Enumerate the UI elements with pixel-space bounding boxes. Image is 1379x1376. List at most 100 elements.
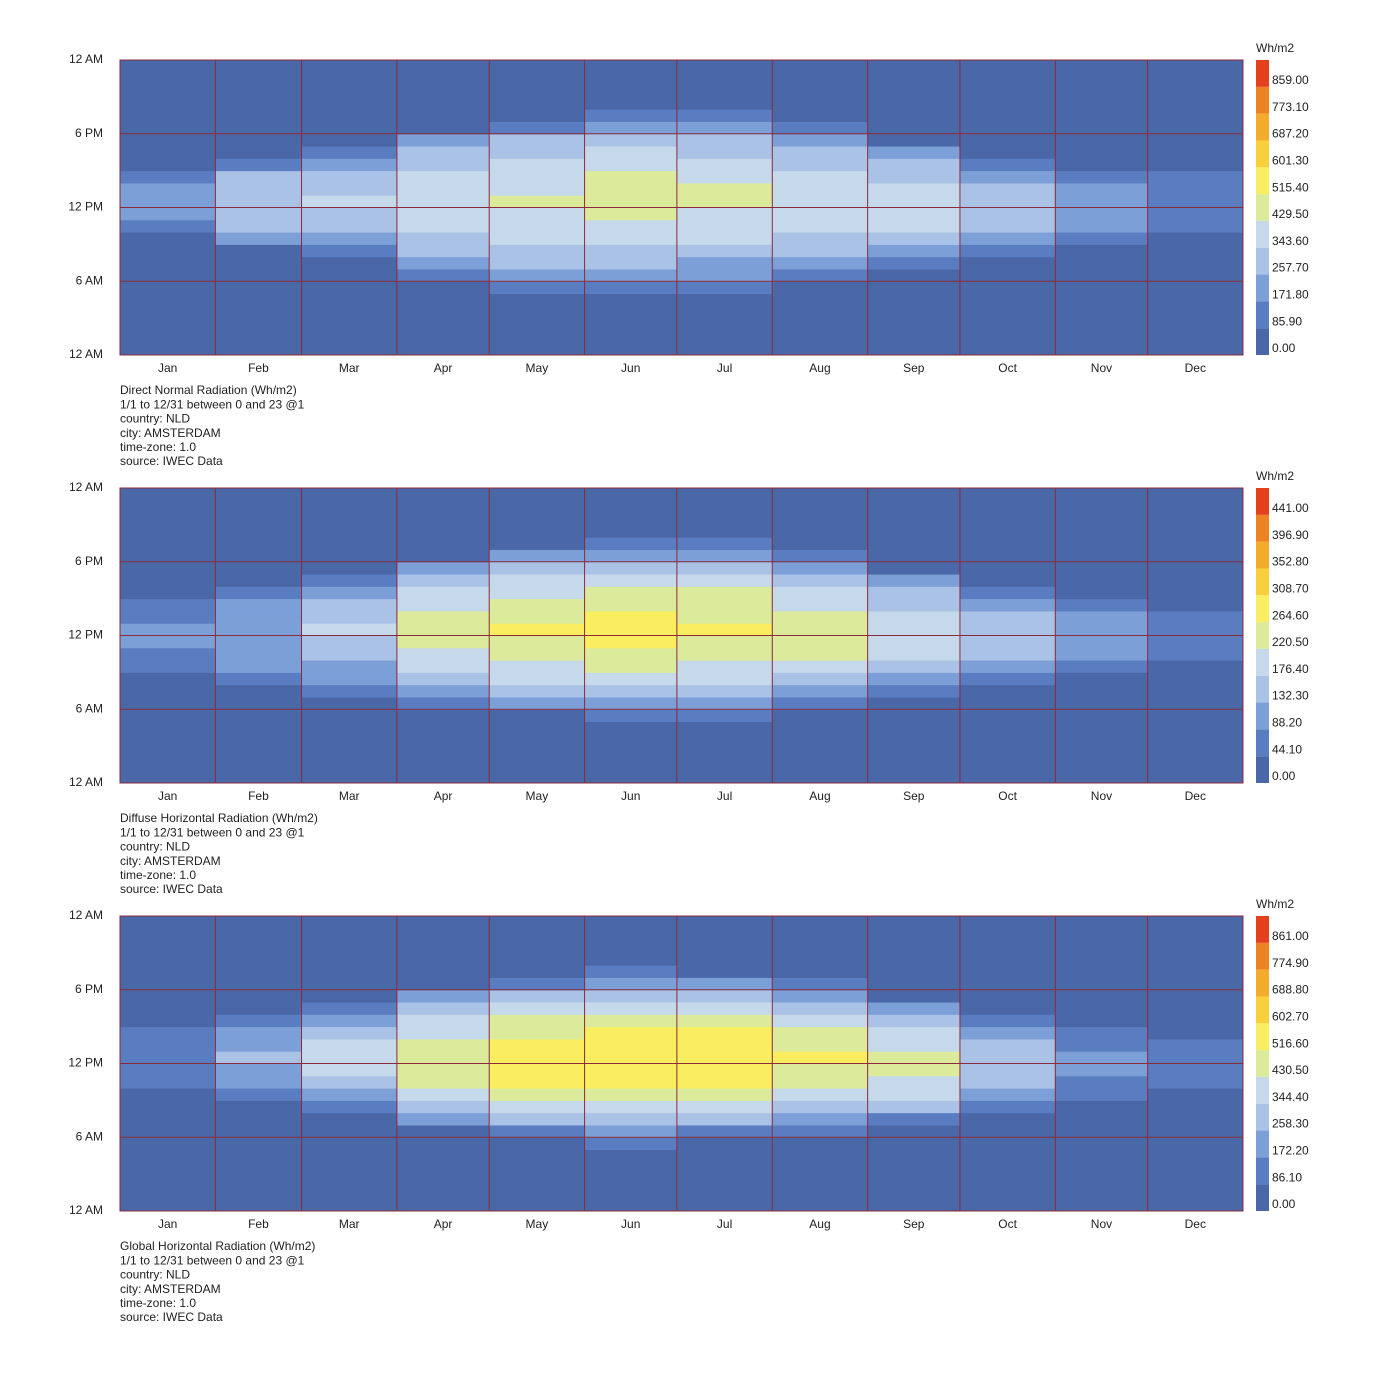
heat-cell xyxy=(215,940,303,954)
heat-cell xyxy=(301,965,398,978)
heat-cell xyxy=(215,488,303,501)
heat-cell xyxy=(867,989,961,1003)
heat-cell xyxy=(215,1124,303,1138)
colorbar-tick-label: 441.00 xyxy=(1272,501,1309,515)
heat-cell xyxy=(396,1014,490,1028)
heat-cell xyxy=(959,598,1056,612)
heat-cell xyxy=(301,342,398,356)
heat-cell xyxy=(584,342,678,356)
heat-cell xyxy=(1055,1174,1149,1187)
heat-cell xyxy=(120,758,216,772)
heat-cell xyxy=(215,610,303,624)
heat-cell xyxy=(676,1075,773,1089)
heat-cell xyxy=(1055,500,1149,514)
heat-cell xyxy=(120,158,216,172)
heat-cell xyxy=(584,1174,678,1187)
heat-cell xyxy=(301,549,398,563)
heat-cell xyxy=(489,610,586,624)
heat-cell xyxy=(1147,635,1244,649)
heat-cell xyxy=(676,770,773,784)
heat-cell xyxy=(584,916,678,929)
heat-cell xyxy=(1055,158,1149,172)
heat-cell xyxy=(301,1198,398,1212)
heat-cell xyxy=(676,758,773,772)
heat-cell xyxy=(396,1002,490,1015)
heat-cell xyxy=(396,146,490,159)
heat-cell xyxy=(676,84,773,98)
heat-cell xyxy=(301,72,398,86)
x-tick-label: Feb xyxy=(248,789,269,803)
heat-cell xyxy=(215,635,303,649)
heat-cell xyxy=(676,709,773,723)
heat-cell xyxy=(676,72,773,86)
caption-line: source: IWEC Data xyxy=(120,882,223,896)
heat-cell xyxy=(1147,72,1244,86)
heat-cell xyxy=(120,1137,216,1151)
heat-cell xyxy=(1147,207,1244,221)
heat-cell xyxy=(1055,940,1149,954)
heat-cell xyxy=(676,940,773,954)
heat-cell xyxy=(489,635,586,649)
heat-cell xyxy=(584,244,678,258)
heat-cell xyxy=(959,256,1056,270)
heat-cell xyxy=(1055,684,1149,698)
y-tick-label: 12 AM xyxy=(69,775,103,789)
y-tick-label: 6 AM xyxy=(76,273,103,287)
heat-cell xyxy=(215,500,303,514)
heat-cell xyxy=(584,256,678,270)
heat-cell xyxy=(396,916,490,929)
heat-cell xyxy=(772,635,869,649)
heat-cell xyxy=(120,182,216,196)
heat-cell xyxy=(489,758,586,772)
heat-cell xyxy=(396,709,490,723)
heat-cell xyxy=(959,268,1056,282)
heat-cell xyxy=(867,1100,961,1114)
colorbar-tick-label: 132.30 xyxy=(1272,689,1309,703)
heat-cell xyxy=(1147,500,1244,514)
heat-cell xyxy=(867,1002,961,1015)
heat-cell xyxy=(396,549,490,563)
heat-cell xyxy=(584,696,678,710)
heat-cell xyxy=(1055,84,1149,98)
heat-cell xyxy=(867,916,961,929)
heat-cell xyxy=(676,1124,773,1138)
caption-line: source: IWEC Data xyxy=(120,1310,223,1324)
heat-cell xyxy=(396,500,490,514)
heat-cell xyxy=(772,195,869,208)
heat-cell xyxy=(301,940,398,954)
heat-cell xyxy=(120,709,216,723)
y-tick-label: 6 AM xyxy=(76,701,103,715)
heat-cell xyxy=(584,709,678,723)
heat-cell xyxy=(1147,1149,1244,1163)
heat-cell xyxy=(301,195,398,208)
y-tick-label: 12 AM xyxy=(69,347,103,361)
heat-cell xyxy=(584,72,678,86)
heat-cell xyxy=(959,672,1056,686)
x-tick-label: Nov xyxy=(1091,1217,1112,1231)
heat-cell xyxy=(584,1149,678,1163)
heat-cell xyxy=(1147,96,1244,110)
heat-cell xyxy=(1055,672,1149,686)
heat-cell xyxy=(120,977,216,991)
heat-cell xyxy=(215,318,303,331)
colorbar-band xyxy=(1256,301,1269,329)
x-tick-label: Aug xyxy=(809,1217,830,1231)
heat-cell xyxy=(676,1014,773,1028)
heat-cell xyxy=(215,195,303,208)
heat-cell xyxy=(396,1149,490,1163)
heat-cell xyxy=(676,623,773,636)
heat-cell xyxy=(959,1174,1056,1187)
heat-cell xyxy=(867,758,961,772)
heat-cell xyxy=(396,635,490,649)
heat-cell xyxy=(215,219,303,233)
heat-cell xyxy=(1055,610,1149,624)
heat-cell xyxy=(584,330,678,344)
heat-cell xyxy=(584,1100,678,1114)
x-tick-label: Dec xyxy=(1185,1217,1206,1231)
colorbar-band xyxy=(1256,541,1269,569)
heat-cell xyxy=(396,1038,490,1052)
heat-cell xyxy=(772,158,869,172)
heat-cell xyxy=(489,60,586,73)
heat-cell xyxy=(489,158,586,172)
heat-cell xyxy=(959,561,1056,575)
